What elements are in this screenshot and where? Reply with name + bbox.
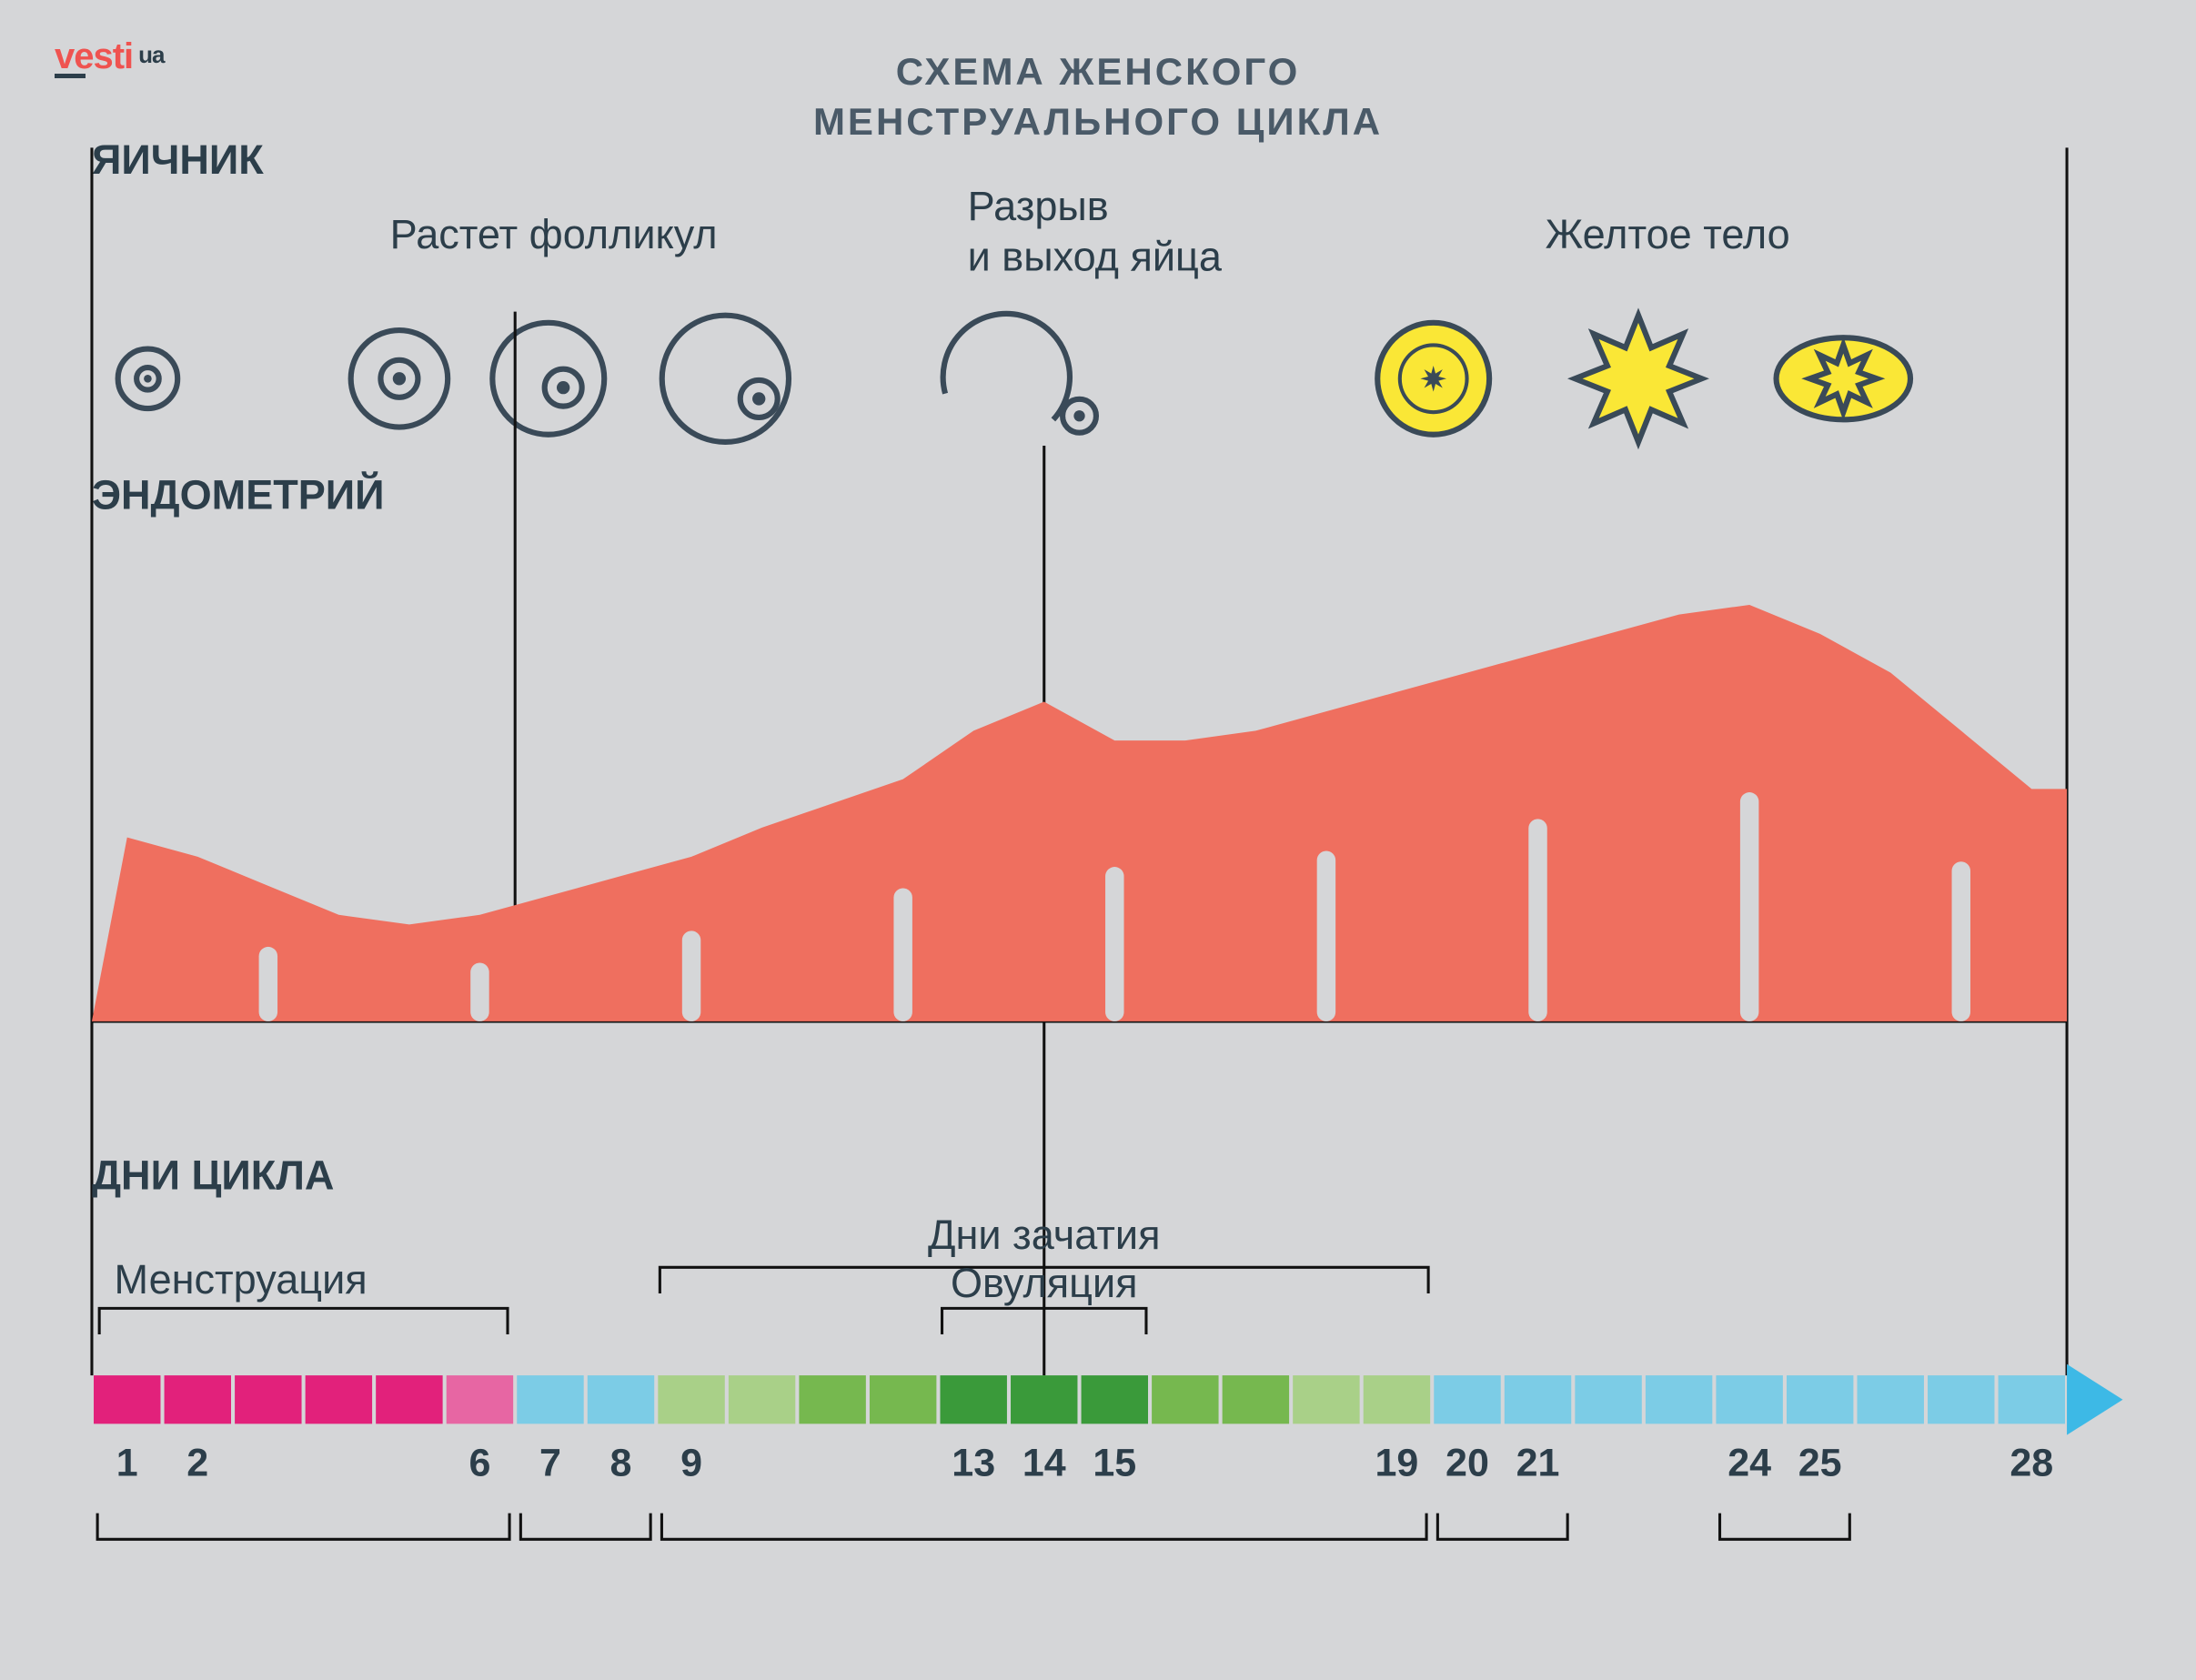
svg-text:Желтое тело: Желтое тело (1546, 211, 1790, 257)
logo: vestiua (55, 36, 165, 84)
svg-text:2: 2 (186, 1442, 208, 1485)
svg-text:Растет фолликул: Растет фолликул (390, 211, 718, 257)
svg-text:24: 24 (1728, 1442, 1771, 1485)
svg-text:25: 25 (1798, 1442, 1842, 1485)
title-line-1: СХЕМА ЖЕНСКОГО (55, 47, 2141, 97)
svg-text:28: 28 (2010, 1442, 2053, 1485)
svg-text:14: 14 (1022, 1442, 1066, 1485)
svg-text:9: 9 (680, 1442, 702, 1485)
svg-text:ЭНДОМЕТРИЙ: ЭНДОМЕТРИЙ (92, 472, 385, 518)
svg-text:15: 15 (1093, 1442, 1136, 1485)
svg-text:21: 21 (1516, 1442, 1560, 1485)
page-title: СХЕМА ЖЕНСКОГО МЕНСТРУАЛЬНОГО ЦИКЛА (55, 47, 2141, 146)
svg-text:1: 1 (116, 1442, 138, 1485)
svg-text:Дни зачатия: Дни зачатия (928, 1212, 1160, 1258)
svg-text:и выход яйца: и выход яйца (968, 234, 1223, 280)
svg-text:19: 19 (1375, 1442, 1419, 1485)
cycle-diagram: ЯИЧНИКРастет фолликулРазрыви выход яйцаЖ… (55, 174, 2141, 1590)
svg-text:20: 20 (1446, 1442, 1489, 1485)
svg-text:7: 7 (539, 1442, 561, 1485)
svg-text:Овуляция: Овуляция (951, 1260, 1138, 1306)
svg-text:6: 6 (468, 1442, 490, 1485)
svg-text:ЯИЧНИК: ЯИЧНИК (92, 136, 264, 183)
svg-text:8: 8 (610, 1442, 632, 1485)
svg-text:Разрыв: Разрыв (968, 183, 1109, 229)
diagram-svg: ЯИЧНИКРастет фолликулРазрыви выход яйцаЖ… (55, 174, 2141, 1590)
title-line-2: МЕНСТРУАЛЬНОГО ЦИКЛА (55, 97, 2141, 147)
svg-text:13: 13 (952, 1442, 995, 1485)
svg-text:Менструация: Менструация (115, 1256, 368, 1303)
logo-brand: vesti (55, 36, 133, 76)
svg-text:ДНИ ЦИКЛА: ДНИ ЦИКЛА (92, 1152, 334, 1198)
